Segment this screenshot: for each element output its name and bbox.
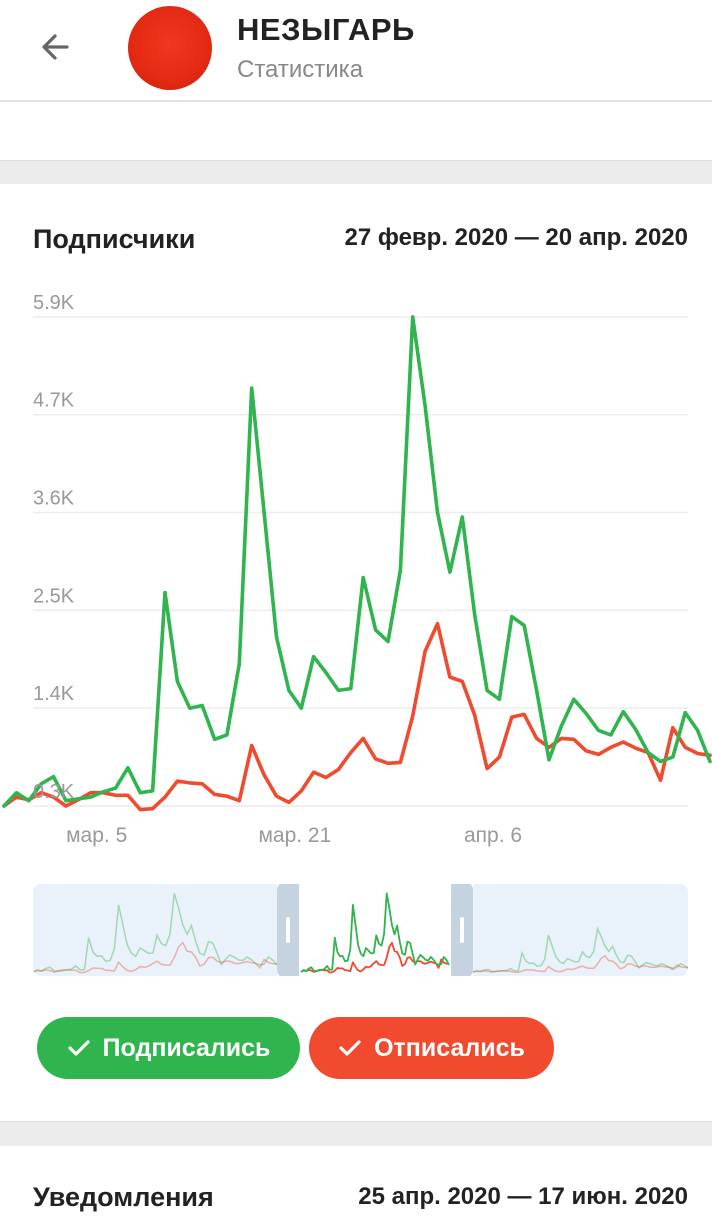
x-tick-label: апр. 6 <box>464 824 522 847</box>
navigator-context-line <box>33 941 278 974</box>
navigator-context-line <box>472 954 688 974</box>
toggle-unsubscribed[interactable]: Отписались <box>309 1017 554 1079</box>
toggle-subscribed[interactable]: Подписались <box>37 1017 300 1079</box>
navigator-right-handle[interactable] <box>451 884 473 976</box>
checkmark-icon <box>67 1038 91 1058</box>
y-tick-label: 4.7K <box>33 390 75 412</box>
navigator-context-line <box>33 893 278 973</box>
navigator-left-handle[interactable] <box>277 884 299 976</box>
navigator-series-line <box>300 941 450 974</box>
navigator-mini-chart <box>33 892 688 974</box>
channel-name: НЕЗЫГАРЬ <box>237 12 415 47</box>
x-tick-label: мар. 5 <box>66 824 127 847</box>
y-tick-label: 5.9K <box>33 292 75 314</box>
y-tick-label: 1.4K <box>33 683 75 705</box>
series-line-subscribed <box>2 315 712 808</box>
notifications-date-range[interactable]: 25 апр. 2020 — 17 июн. 2020 <box>358 1183 688 1210</box>
series-line-unsubscribed <box>2 621 712 812</box>
section-divider <box>0 1121 712 1146</box>
y-tick-label: 3.6K <box>33 488 75 510</box>
page-subtitle: Статистика <box>237 56 364 83</box>
subscribers-date-range[interactable]: 27 февр. 2020 — 20 апр. 2020 <box>344 224 688 251</box>
subscribers-chart[interactable]: 0.3K 1.4K 2.5K 3.6K 4.7K 5.9K мар. 5 мар. 21 ап… <box>0 284 712 854</box>
x-tick-label: мар. 21 <box>258 824 331 847</box>
navigator-series-line <box>300 892 450 973</box>
y-tick-label: 0.3K <box>33 781 75 803</box>
navigator-context-line <box>472 926 688 973</box>
subscribers-title: Подписчики <box>33 224 196 254</box>
app-header: НЕЗЫГАРЬ Статистика <box>0 0 712 102</box>
toggle-unsubscribed-label: Отписались <box>374 1033 525 1062</box>
checkmark-icon <box>338 1038 362 1058</box>
back-button[interactable] <box>30 24 80 70</box>
arrow-left-icon <box>42 34 69 60</box>
toggle-subscribed-label: Подписались <box>102 1033 271 1062</box>
y-tick-label: 2.5K <box>33 585 75 607</box>
chart-range-navigator[interactable] <box>33 884 688 976</box>
section-divider <box>0 160 712 185</box>
notifications-title: Уведомления <box>33 1182 214 1212</box>
channel-avatar[interactable] <box>128 6 212 90</box>
